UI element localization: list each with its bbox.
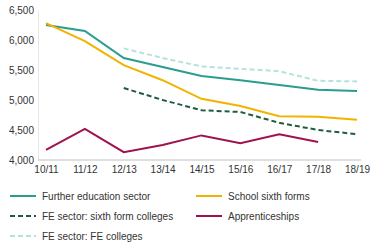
x-tick: 12/13 <box>112 160 137 175</box>
legend-item: Further education sector <box>10 191 151 202</box>
y-axis-line <box>38 11 39 161</box>
legend-item: Apprenticeships <box>196 211 299 222</box>
series-line <box>46 129 318 152</box>
legend-swatch <box>196 195 222 197</box>
y-tick: 5,000 <box>9 95 38 106</box>
x-tick-label: 15/16 <box>228 164 253 175</box>
y-tick-label: 6,500 <box>9 5 34 16</box>
x-tick: 11/12 <box>73 160 98 175</box>
x-tick: 15/16 <box>228 160 253 175</box>
y-tick-label: 6,000 <box>9 35 34 46</box>
x-tick: 16/17 <box>267 160 292 175</box>
series-line <box>46 25 357 91</box>
y-tick-label: 5,000 <box>9 95 34 106</box>
x-tick: 18/19 <box>345 160 370 175</box>
x-tick: 14/15 <box>189 160 214 175</box>
series-line <box>124 48 357 81</box>
legend-swatch <box>196 215 222 217</box>
y-axis: 4,000 4,500 5,000 5,500 6,000 6,500 <box>9 5 39 166</box>
y-tick-label: 4,500 <box>9 125 34 136</box>
legend: Further education sector School sixth for… <box>10 191 310 242</box>
y-tick: 6,000 <box>9 35 38 46</box>
legend-label: Apprenticeships <box>228 211 299 222</box>
x-tick: 17/18 <box>306 160 331 175</box>
legend-swatch <box>10 195 36 197</box>
chart: 4,000 4,500 5,000 5,500 6,000 6,500 10/11 11/12… <box>0 0 383 251</box>
legend-swatch <box>10 235 36 237</box>
x-axis-line <box>38 160 361 161</box>
x-tick-label: 10/11 <box>34 164 59 175</box>
series-line <box>46 23 357 120</box>
x-tick-label: 13/14 <box>151 164 176 175</box>
y-tick-label: 5,500 <box>9 65 34 76</box>
x-tick-label: 17/18 <box>306 164 331 175</box>
x-tick: 13/14 <box>151 160 176 175</box>
y-tick: 5,500 <box>9 65 38 76</box>
legend-item: FE sector: sixth form colleges <box>10 211 173 222</box>
legend-label: FE sector: FE colleges <box>42 231 143 242</box>
legend-label: FE sector: sixth form colleges <box>42 211 173 222</box>
y-tick: 6,500 <box>9 5 38 16</box>
series-line <box>124 88 357 134</box>
x-tick-label: 12/13 <box>112 164 137 175</box>
legend-swatch <box>10 215 36 217</box>
x-tick-label: 16/17 <box>267 164 292 175</box>
legend-label: School sixth forms <box>228 191 310 202</box>
x-tick-label: 11/12 <box>73 164 98 175</box>
y-tick-label: 4,000 <box>9 155 34 166</box>
y-tick: 4,500 <box>9 125 38 136</box>
x-tick: 10/11 <box>34 160 59 175</box>
legend-label: Further education sector <box>42 191 151 202</box>
legend-item: FE sector: FE colleges <box>10 231 143 242</box>
lines <box>46 23 357 152</box>
x-axis: 10/11 11/12 12/13 13/14 14/15 15/16 16/17 17/18… <box>34 160 370 175</box>
x-tick-label: 14/15 <box>189 164 214 175</box>
x-tick-label: 18/19 <box>345 164 370 175</box>
legend-item: School sixth forms <box>196 191 310 202</box>
